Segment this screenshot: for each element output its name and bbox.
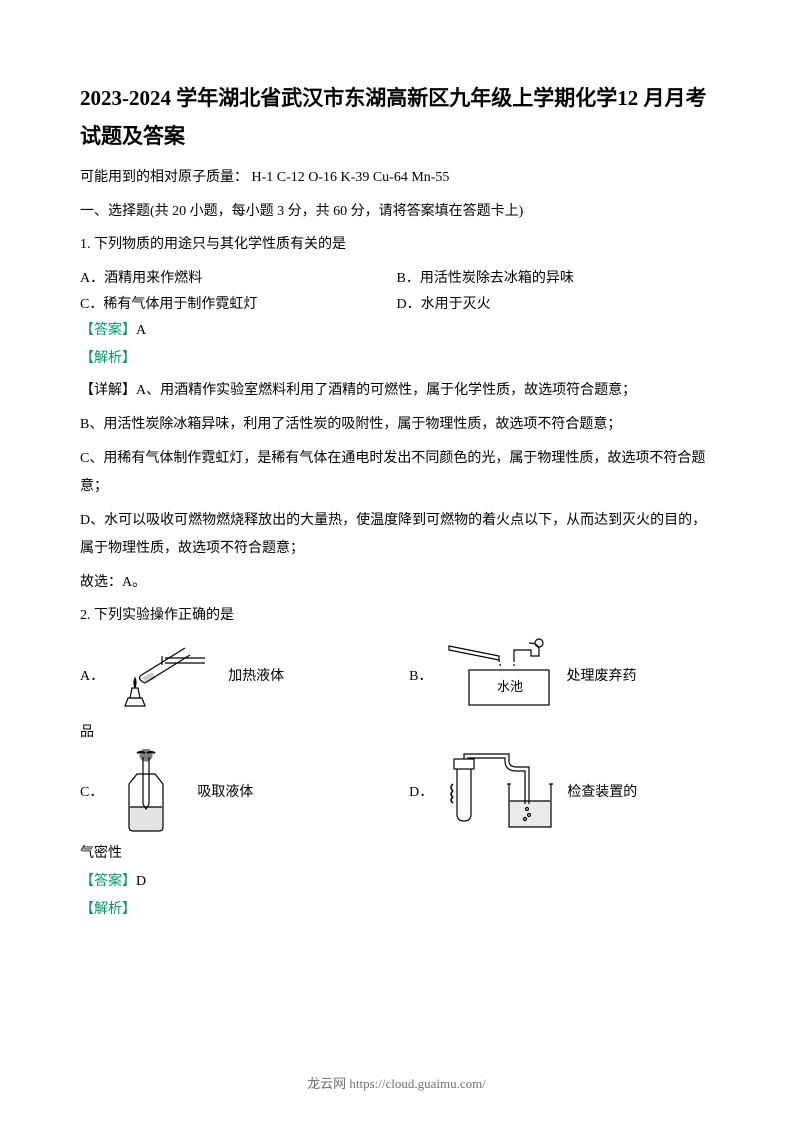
q1-option-a: A．酒精用来作燃料 [80, 267, 397, 287]
q1-exp-b: B、用活性炭除冰箱异味，利用了活性炭的吸附性，属于物理性质，故选项不符合题意； [80, 411, 713, 439]
exam-title: 2023-2024 学年湖北省武汉市东湖高新区九年级上学期化学12 月月考试题及… [80, 80, 713, 156]
q1-answer-value: A [136, 323, 146, 338]
q2-d-label: 检查装置的 [567, 781, 637, 801]
q2-c-prefix: C． [80, 781, 103, 801]
q2-a-label: 加热液体 [228, 665, 284, 685]
sink-label: 水池 [497, 679, 523, 694]
q2-answer-value: D [136, 874, 146, 889]
q1-analysis-label: 【解析】 [80, 347, 713, 367]
atomic-mass-info: 可能用到的相对原子质量： H-1 C-12 O-16 K-39 Cu-64 Mn… [80, 166, 713, 186]
page-footer: 龙云网 https://cloud.guaimu.com/ [0, 1073, 793, 1092]
heating-liquid-icon [110, 638, 220, 713]
q1-answer-label: 【答案】 [80, 323, 136, 338]
airtight-check-icon [439, 749, 559, 834]
q2-option-b: B． 水池 处理废弃药 [409, 638, 713, 713]
section-header: 一、选择题(共 20 小题，每小题 3 分，共 60 分，请将答案填在答题卡上) [80, 200, 713, 220]
q1-exp-c: C、用稀有气体制作霓虹灯，是稀有气体在通电时发出不同颜色的光，属于物理性质，故选… [80, 445, 713, 501]
q2-analysis-label: 【解析】 [80, 898, 713, 918]
q2-row-ab: A． 加热液体 B． [80, 638, 713, 713]
pipette-liquid-icon [109, 749, 189, 834]
q1-answer: 【答案】A [80, 319, 713, 339]
q2-answer: 【答案】D [80, 870, 713, 890]
q2-d-prefix: D． [409, 781, 433, 801]
q2-b-prefix: B． [409, 665, 432, 685]
waste-disposal-icon: 水池 [439, 638, 559, 713]
q2-a-prefix: A． [80, 665, 104, 685]
q1-option-b: B．用活性炭除去冰箱的异味 [397, 267, 714, 287]
q2-row-cd: C． 吸取液体 D． [80, 749, 713, 834]
q1-option-d: D．水用于灭火 [397, 293, 714, 313]
q2-answer-label: 【答案】 [80, 874, 136, 889]
q1-option-c: C．稀有气体用于制作霓虹灯 [80, 293, 397, 313]
q1-options-row-2: C．稀有气体用于制作霓虹灯 D．水用于灭火 [80, 293, 713, 313]
q1-exp-a: 【详解】A、用酒精作实验室燃料利用了酒精的可燃性，属于化学性质，故选项符合题意； [80, 377, 713, 405]
q1-options-row-1: A．酒精用来作燃料 B．用活性炭除去冰箱的异味 [80, 267, 713, 287]
q2-option-c: C． 吸取液体 [80, 749, 409, 834]
q2-b-label: 处理废弃药 [567, 665, 637, 685]
q2-stem: 2. 下列实验操作正确的是 [80, 603, 713, 628]
q2-d-cont: 气密性 [80, 842, 713, 862]
q2-option-a: A． 加热液体 [80, 638, 409, 713]
q2-b-cont: 品 [80, 721, 713, 741]
q1-conclusion: 故选：A。 [80, 569, 713, 597]
q2-option-d: D． [409, 749, 713, 834]
q2-c-label: 吸取液体 [197, 781, 253, 801]
q1-exp-d: D、水可以吸收可燃物燃烧释放出的大量热，使温度降到可燃物的着火点以下，从而达到灭… [80, 507, 713, 563]
q1-stem: 1. 下列物质的用途只与其化学性质有关的是 [80, 232, 713, 257]
